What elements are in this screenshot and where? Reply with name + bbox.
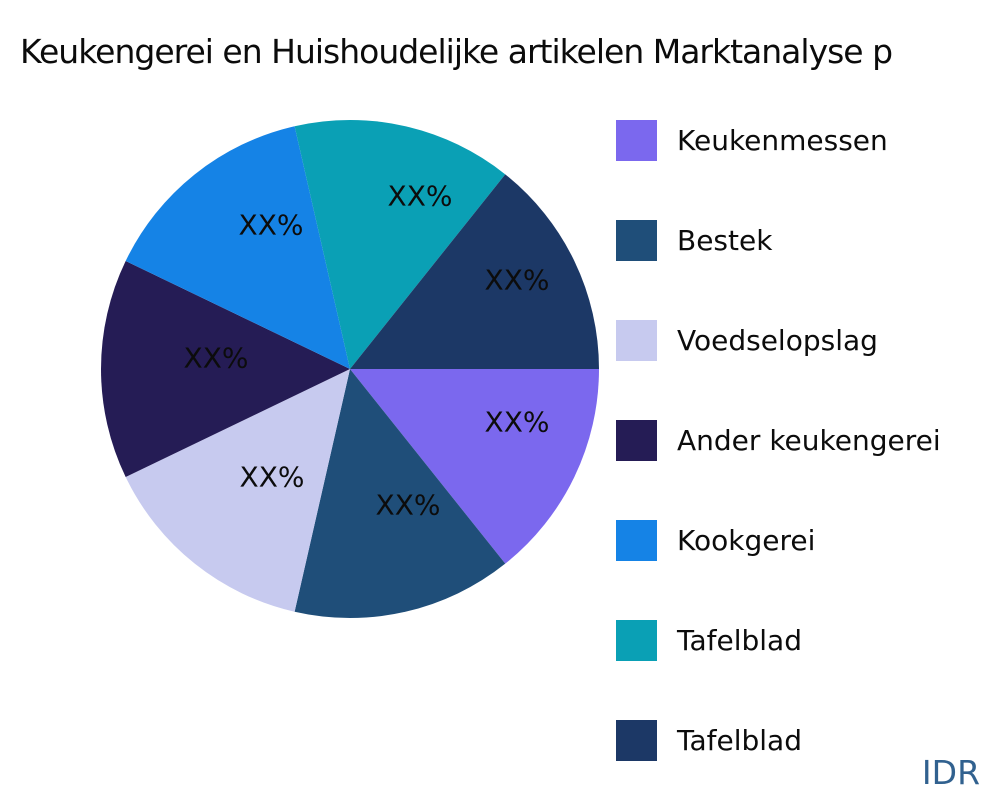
legend-label: Keukenmessen [677,124,888,157]
pie-slice [350,174,599,369]
legend-label: Voedselopslag [677,324,878,357]
legend-item: Voedselopslag [616,320,941,361]
pie-slice-label: XX% [484,405,550,439]
pie-slice-label: XX% [239,460,305,494]
pie-slice [294,120,506,370]
legend-item: Ander keukengerei [616,420,941,461]
pie-slice [350,369,599,564]
legend-swatch [616,620,657,661]
pie-slice-label: XX% [238,208,304,242]
pie-slice [125,369,350,612]
legend: Keukenmessen Bestek Voedselopslag Ander … [616,120,941,800]
pie-slice [125,126,351,370]
chart-title: Keukengerei en Huishoudelijke artikelen … [20,32,893,71]
legend-swatch [616,520,657,561]
pie-slice-label: XX% [484,263,550,297]
legend-label: Ander keukengerei [677,424,941,457]
pie-slice-label: XX% [183,341,249,375]
legend-label: Kookgerei [677,524,816,557]
legend-item: Tafelblad [616,720,941,761]
legend-label: Bestek [677,224,773,257]
legend-label: Tafelblad [677,724,802,757]
legend-swatch [616,220,657,261]
pie-slice [101,260,350,478]
legend-swatch [616,420,657,461]
legend-item: Bestek [616,220,941,261]
pie-slice [294,369,506,618]
watermark-idr: IDR [921,753,980,792]
legend-item: Kookgerei [616,520,941,561]
pie-slice-label: XX% [375,488,441,522]
legend-label: Tafelblad [677,624,802,657]
legend-item: Keukenmessen [616,120,941,161]
legend-swatch [616,320,657,361]
legend-item: Tafelblad [616,620,941,661]
pie-slice-label: XX% [387,179,453,213]
legend-swatch [616,720,657,761]
legend-swatch [616,120,657,161]
